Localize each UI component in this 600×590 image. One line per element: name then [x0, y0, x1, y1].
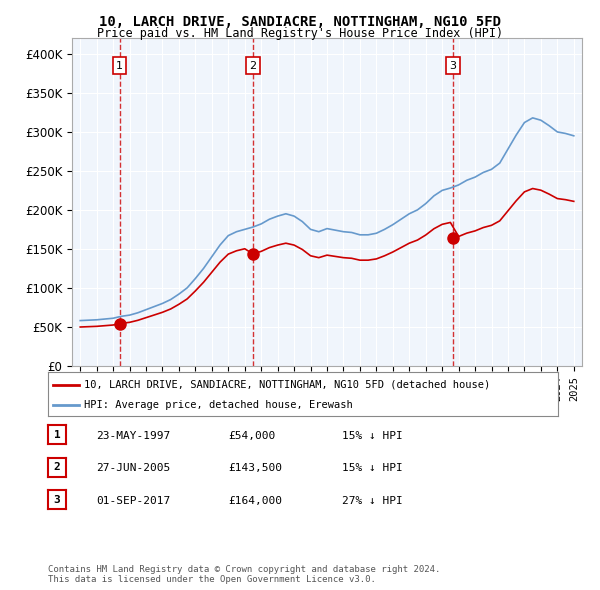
Text: 23-MAY-1997: 23-MAY-1997	[96, 431, 170, 441]
Text: 1: 1	[53, 430, 61, 440]
Text: 2: 2	[249, 61, 256, 71]
Text: £54,000: £54,000	[228, 431, 275, 441]
Text: 15% ↓ HPI: 15% ↓ HPI	[342, 464, 403, 473]
Text: 2: 2	[53, 463, 61, 472]
Text: 3: 3	[449, 61, 457, 71]
Text: 10, LARCH DRIVE, SANDIACRE, NOTTINGHAM, NG10 5FD (detached house): 10, LARCH DRIVE, SANDIACRE, NOTTINGHAM, …	[84, 380, 490, 390]
Text: HPI: Average price, detached house, Erewash: HPI: Average price, detached house, Erew…	[84, 400, 352, 410]
Text: 1: 1	[116, 61, 123, 71]
Text: 27% ↓ HPI: 27% ↓ HPI	[342, 496, 403, 506]
Text: 3: 3	[53, 495, 61, 504]
Text: 10, LARCH DRIVE, SANDIACRE, NOTTINGHAM, NG10 5FD: 10, LARCH DRIVE, SANDIACRE, NOTTINGHAM, …	[99, 15, 501, 29]
Text: 27-JUN-2005: 27-JUN-2005	[96, 464, 170, 473]
Text: Price paid vs. HM Land Registry's House Price Index (HPI): Price paid vs. HM Land Registry's House …	[97, 27, 503, 40]
Text: £143,500: £143,500	[228, 464, 282, 473]
Text: £164,000: £164,000	[228, 496, 282, 506]
Text: 15% ↓ HPI: 15% ↓ HPI	[342, 431, 403, 441]
Text: Contains HM Land Registry data © Crown copyright and database right 2024.
This d: Contains HM Land Registry data © Crown c…	[48, 565, 440, 584]
Text: 01-SEP-2017: 01-SEP-2017	[96, 496, 170, 506]
